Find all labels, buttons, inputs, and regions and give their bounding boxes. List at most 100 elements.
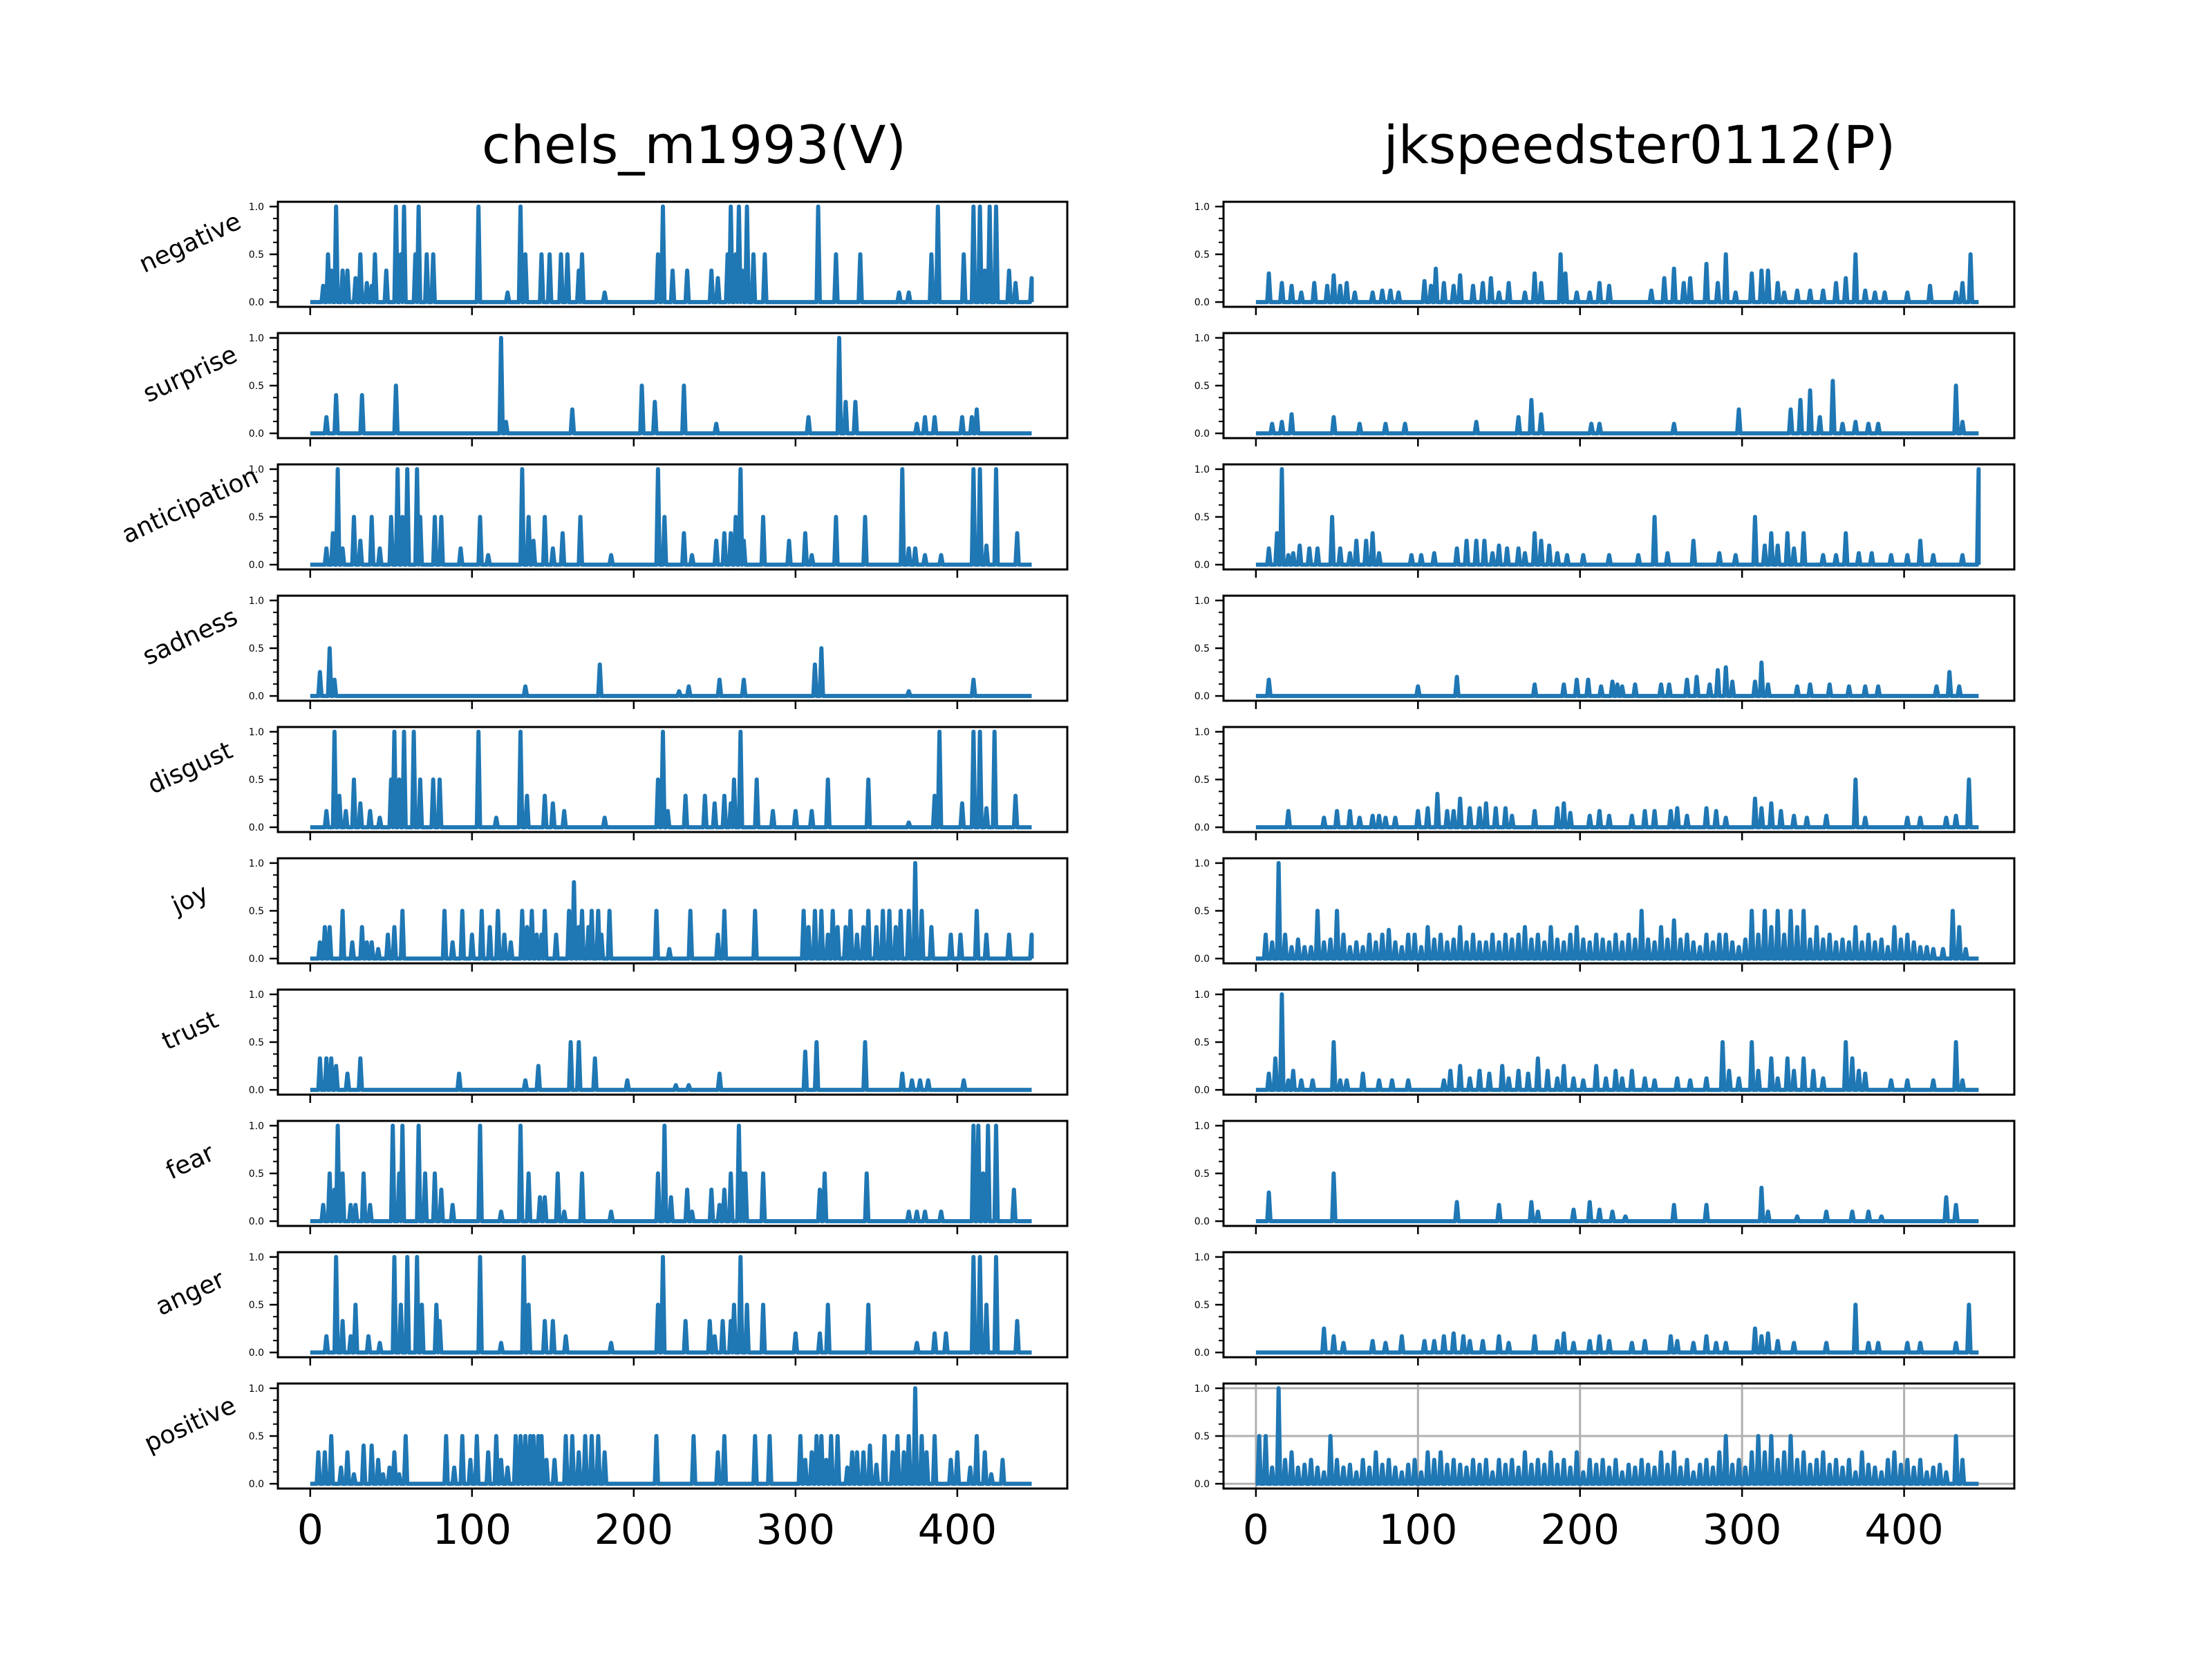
x-tick-label: 100 xyxy=(1378,1506,1458,1554)
axes-frame xyxy=(1222,1251,2016,1359)
row-label-anticipation: anticipation xyxy=(118,462,263,549)
x-tick-label: 300 xyxy=(1703,1506,1782,1554)
y-tick-label: 0.5 xyxy=(249,249,264,261)
axes-frame xyxy=(1222,200,2016,308)
row-label-negative: negative xyxy=(135,207,245,279)
axes-frame xyxy=(276,200,1069,308)
y-tick-label: 0.0 xyxy=(249,297,264,308)
y-tick-label: 0.5 xyxy=(249,512,264,523)
subplot-fear-left: 0.0 0.5 1.0 fear xyxy=(162,1120,1069,1234)
axes-frame xyxy=(1222,594,2016,702)
x-tick-label: 400 xyxy=(918,1506,997,1554)
y-tick-label: 0.5 xyxy=(249,906,264,917)
axes-frame xyxy=(276,463,1069,571)
subplot-positive-left: 0.0 0.5 1.0 0 100 200 300 400 positive xyxy=(140,1382,1069,1554)
y-tick-label: 1.0 xyxy=(1194,727,1210,738)
series-line-trust xyxy=(310,1040,1032,1093)
y-tick-label: 0.5 xyxy=(1194,906,1210,917)
x-tick-label: 300 xyxy=(756,1506,836,1554)
y-tick-label: 1.0 xyxy=(249,1252,264,1263)
y-tick-label: 0.0 xyxy=(1194,1348,1210,1359)
axes-frame xyxy=(276,1251,1069,1359)
y-tick-label: 0.0 xyxy=(1194,428,1210,440)
y-tick-label: 0.0 xyxy=(1194,560,1210,571)
x-tick-label: 0 xyxy=(1243,1506,1269,1554)
y-tick-label: 0.0 xyxy=(1194,1479,1210,1490)
x-tick-label: 400 xyxy=(1864,1506,1944,1554)
x-tick-label: 100 xyxy=(433,1506,512,1554)
y-tick-label: 1.0 xyxy=(249,1384,264,1395)
y-tick-label: 0.5 xyxy=(1194,1431,1210,1442)
y-tick-label: 0.0 xyxy=(249,1479,264,1490)
right-column-title: jkspeedster0112(P) xyxy=(1382,114,1896,176)
y-tick-label: 0.5 xyxy=(1194,1300,1210,1311)
series-line-positive xyxy=(1255,1386,1979,1486)
subplot-joy-right: 0.0 0.5 1.0 xyxy=(1194,857,2016,972)
y-tick-label: 1.0 xyxy=(1194,1252,1210,1263)
axes-frame xyxy=(276,1120,1069,1227)
row-label-fear: fear xyxy=(162,1139,218,1186)
y-tick-label: 1.0 xyxy=(249,990,264,1001)
subplot-sadness-right: 0.0 0.5 1.0 xyxy=(1194,594,2016,709)
series-line-surprise xyxy=(310,335,1032,436)
y-tick-label: 0.5 xyxy=(249,381,264,392)
series-line-trust xyxy=(1255,992,1979,1093)
y-tick-label: 0.5 xyxy=(249,1300,264,1311)
y-tick-label: 0.5 xyxy=(249,1169,264,1180)
series-line-negative xyxy=(310,204,1034,305)
series-line-sadness xyxy=(310,646,1032,699)
y-tick-label: 0.5 xyxy=(249,775,264,786)
y-tick-label: 1.0 xyxy=(249,727,264,738)
y-tick-label: 0.0 xyxy=(249,1085,264,1096)
subplot-surprise-left: 0.0 0.5 1.0 surprise xyxy=(139,332,1069,446)
axes-frame xyxy=(276,332,1069,440)
y-tick-label: 0.0 xyxy=(1194,1085,1210,1096)
y-tick-label: 1.0 xyxy=(1194,1121,1210,1132)
y-tick-label: 0.0 xyxy=(249,428,264,440)
axes-frame xyxy=(1222,857,2016,965)
y-tick-label: 0.0 xyxy=(249,1348,264,1359)
y-tick-label: 0.5 xyxy=(1194,1037,1210,1048)
axes-frame xyxy=(1222,1382,2016,1490)
y-tick-label: 0.0 xyxy=(1194,297,1210,308)
y-tick-label: 0.5 xyxy=(1194,643,1210,654)
subplot-negative-right: 0.0 0.5 1.0 xyxy=(1194,200,2016,315)
y-tick-label: 0.5 xyxy=(1194,775,1210,786)
row-label-anger: anger xyxy=(151,1265,229,1321)
axes-frame xyxy=(276,988,1069,1096)
y-tick-label: 0.0 xyxy=(1194,822,1210,833)
axes-frame xyxy=(1222,463,2016,571)
row-label-trust: trust xyxy=(158,1005,223,1056)
y-tick-label: 1.0 xyxy=(249,202,264,213)
row-label-sadness: sadness xyxy=(138,603,242,671)
axes-frame xyxy=(1222,726,2016,833)
row-label-joy: joy xyxy=(167,879,213,920)
series-line-joy xyxy=(310,860,1034,961)
y-tick-label: 1.0 xyxy=(1194,333,1210,344)
x-tick-label: 200 xyxy=(594,1506,674,1554)
y-tick-label: 1.0 xyxy=(249,1121,264,1132)
axes-frame xyxy=(276,594,1069,702)
axes-frame xyxy=(276,857,1069,965)
series-line-fear xyxy=(310,1123,1032,1224)
series-line-sadness xyxy=(1255,660,1979,699)
y-tick-label: 1.0 xyxy=(1194,464,1210,475)
y-tick-label: 0.5 xyxy=(249,1037,264,1048)
series-line-positive xyxy=(310,1386,1032,1486)
axes-frame xyxy=(276,1382,1069,1490)
y-tick-label: 1.0 xyxy=(1194,202,1210,213)
y-tick-label: 1.0 xyxy=(1194,596,1210,607)
x-tick-label: 0 xyxy=(297,1506,324,1554)
y-tick-label: 0.5 xyxy=(1194,1169,1210,1180)
y-tick-label: 0.0 xyxy=(249,1216,264,1227)
series-line-anticipation xyxy=(1255,466,1981,567)
y-tick-label: 0.0 xyxy=(1194,954,1210,965)
subplot-disgust-left: 0.0 0.5 1.0 disgust xyxy=(143,726,1069,840)
series-line-joy xyxy=(1255,860,1979,961)
row-label-positive: positive xyxy=(140,1391,240,1458)
subplot-trust-right: 0.0 0.5 1.0 xyxy=(1194,988,2016,1103)
y-tick-label: 0.5 xyxy=(1194,512,1210,523)
x-tick-label: 200 xyxy=(1540,1506,1620,1554)
y-tick-label: 1.0 xyxy=(249,858,264,869)
